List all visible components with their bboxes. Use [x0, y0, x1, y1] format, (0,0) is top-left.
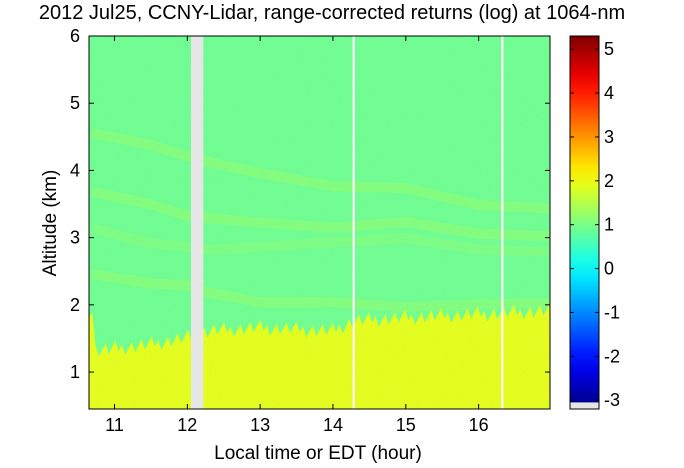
x-tick-label: 15 [396, 415, 416, 435]
data-gap [501, 36, 504, 409]
y-tick-label: 3 [70, 228, 80, 248]
x-axis-label: Local time or EDT (hour) [214, 443, 422, 464]
y-tick-label: 4 [70, 160, 80, 180]
colorbar-tick-label: 5 [604, 39, 614, 59]
x-tick-label: 16 [469, 415, 489, 435]
colorbar-tick-label: 3 [604, 127, 614, 147]
colorbar-tick-label: 1 [604, 215, 614, 235]
colorbar-tick-label: -3 [604, 390, 620, 410]
colorbar-tick-label: 4 [604, 83, 614, 103]
colorbar-no-data-swatch [570, 402, 599, 409]
colorbar-tick-label: 0 [604, 259, 614, 279]
colorbar-ticks: -3 -2 -1 0 1 2 3 4 5 [570, 39, 620, 410]
y-tick-label: 5 [70, 93, 80, 113]
y-axis: 1 2 3 4 5 6 [70, 26, 550, 382]
y-tick-label: 2 [70, 295, 80, 315]
y-tick-label: 6 [70, 26, 80, 46]
data-gaps [190, 36, 504, 409]
signal-noise-texture [89, 36, 550, 409]
colorbar-tick-label: -1 [604, 302, 620, 322]
x-tick-label: 11 [105, 415, 124, 435]
plot-frame [88, 35, 551, 410]
colorbar-tick-label: 2 [604, 171, 614, 191]
x-tick-label: 13 [250, 415, 270, 435]
colorbar-frame [569, 35, 600, 410]
x-tick-label: 14 [323, 415, 343, 435]
colorbar-tick-label: -2 [604, 346, 620, 366]
y-tick-label: 1 [70, 362, 80, 382]
x-axis: 11 12 13 14 15 16 [105, 36, 489, 435]
x-tick-label: 12 [177, 415, 197, 435]
y-axis-label: Altitude (km) [40, 170, 61, 277]
plot-area [89, 36, 550, 409]
data-gap [190, 36, 204, 409]
data-gap [352, 36, 355, 409]
colorbar: -3 -2 -1 0 1 2 3 4 5 [569, 35, 620, 410]
chart-title: 2012 Jul25, CCNY-Lidar, range-corrected … [39, 2, 625, 24]
colorbar-gradient [570, 36, 599, 409]
